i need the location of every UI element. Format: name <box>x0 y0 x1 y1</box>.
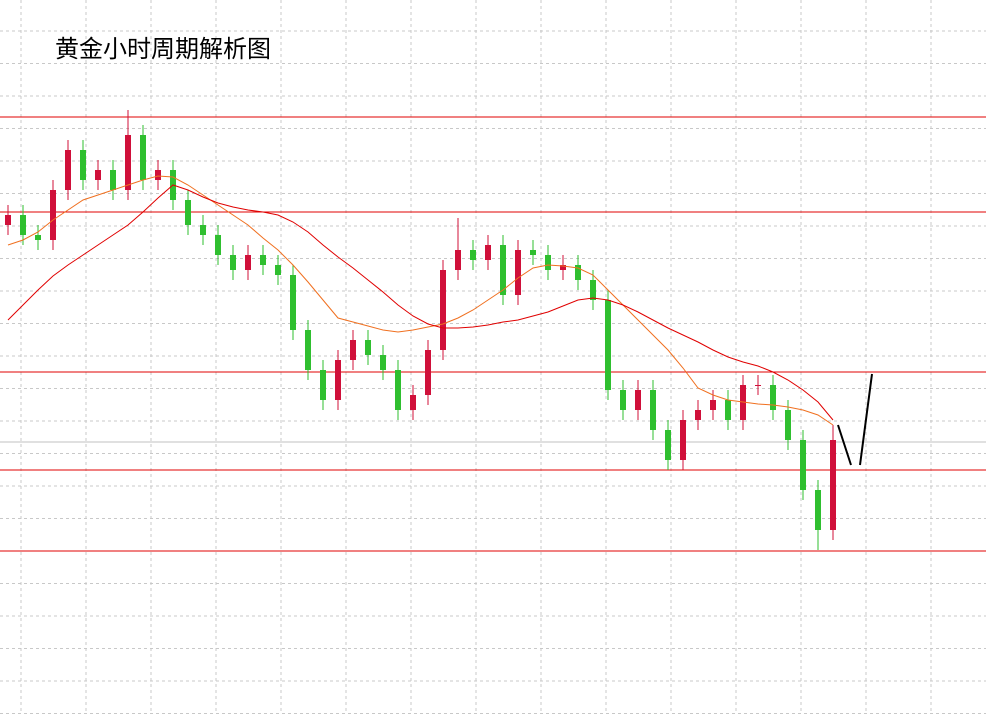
candle-body <box>395 370 401 410</box>
candle-body <box>380 355 386 370</box>
candle-body <box>635 390 641 410</box>
candle-body <box>365 340 371 355</box>
candle-body <box>665 430 671 460</box>
chart-title: 黄金小时周期解析图 <box>55 35 271 63</box>
candle-body <box>455 250 461 270</box>
candle-body <box>725 400 731 420</box>
candle-body <box>785 410 791 440</box>
candle-body <box>230 255 236 270</box>
candle-body <box>200 225 206 235</box>
candle-body <box>125 135 131 190</box>
forecast-arrow <box>837 373 873 466</box>
candle-body <box>590 280 596 300</box>
candle-body <box>65 150 71 190</box>
candle-body <box>95 170 101 180</box>
candle-body <box>650 390 656 430</box>
candle-body <box>530 250 536 255</box>
candle-body <box>560 265 566 270</box>
candle-body <box>410 395 416 410</box>
candle-body <box>155 170 161 180</box>
candle-body <box>425 350 431 395</box>
candle-body <box>545 255 551 270</box>
candle-body <box>215 235 221 255</box>
candle-body <box>680 420 686 460</box>
candle-body <box>320 370 326 400</box>
candle-body <box>290 275 296 330</box>
candle-body <box>440 270 446 350</box>
candle-body <box>575 265 581 280</box>
candle-body <box>830 440 836 530</box>
candle-body <box>800 440 806 490</box>
moving-average-line <box>7 184 834 421</box>
candle-body <box>35 235 41 240</box>
candle-body <box>695 410 701 420</box>
candle-body <box>305 330 311 370</box>
candle-body <box>755 385 761 386</box>
candle-body <box>185 200 191 225</box>
candle-body <box>140 135 146 180</box>
candle-body <box>275 265 281 275</box>
candle-body <box>515 250 521 295</box>
candle-body <box>80 150 86 180</box>
candle-body <box>605 300 611 390</box>
moving-average-line <box>7 175 834 426</box>
candle-body <box>110 170 116 190</box>
candle-body <box>335 360 341 400</box>
candle-body <box>470 250 476 260</box>
candle-body <box>245 255 251 270</box>
candle-body <box>50 190 56 240</box>
candle-body <box>815 490 821 530</box>
candle-body <box>710 400 716 410</box>
candle-body <box>620 390 626 410</box>
candle-body <box>20 215 26 235</box>
candle-body <box>485 245 491 260</box>
candle-body <box>770 385 776 410</box>
candle-body <box>500 245 506 295</box>
candle-body <box>350 340 356 360</box>
candle-body <box>260 255 266 265</box>
candle-body <box>5 215 11 225</box>
